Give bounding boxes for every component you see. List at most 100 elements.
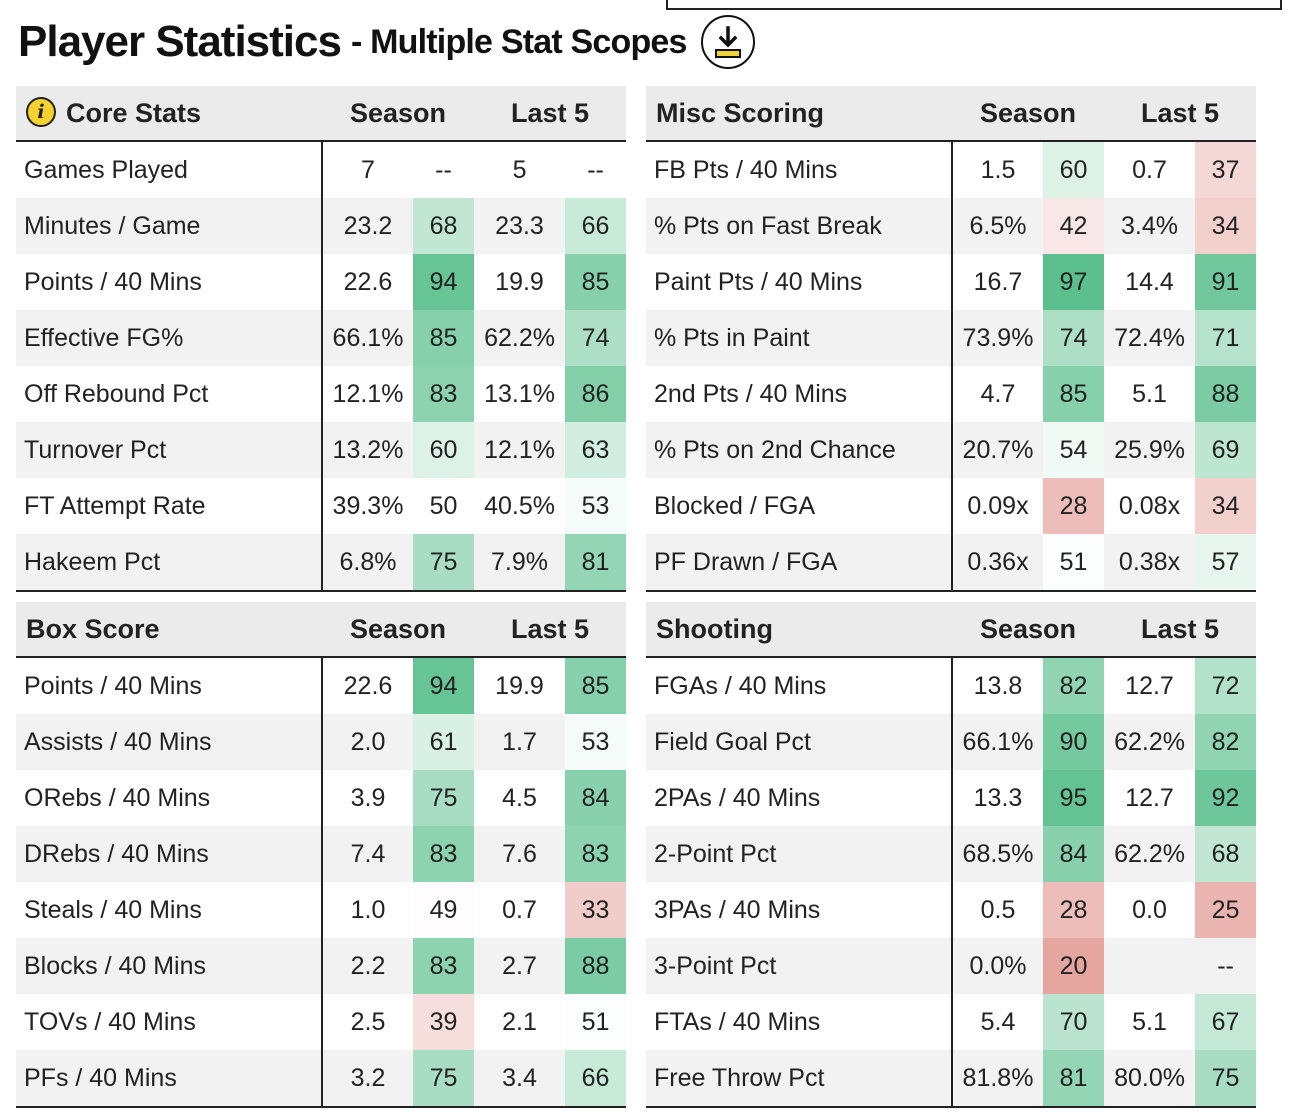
last5-value: 25.9% <box>1104 422 1196 478</box>
table-row: FTAs / 40 Mins 5.4 70 5.1 67 <box>646 994 1257 1050</box>
last5-value <box>1104 938 1196 994</box>
shooting-table: Shooting Season Last 5 FGAs / 40 Mins 13.… <box>646 602 1257 1108</box>
last5-header[interactable]: Last 5 <box>1104 602 1257 658</box>
season-header[interactable]: Season <box>322 602 475 658</box>
last5-percentile: 88 <box>1195 366 1257 422</box>
season-value: 5.4 <box>951 994 1043 1050</box>
table-row: Free Throw Pct 81.8% 81 80.0% 75 <box>646 1050 1257 1108</box>
season-percentile: 39 <box>413 994 475 1050</box>
last5-value: 72.4% <box>1104 310 1196 366</box>
season-value: 16.7 <box>951 254 1043 310</box>
last5-header[interactable]: Last 5 <box>1104 86 1257 142</box>
last5-percentile: 91 <box>1195 254 1257 310</box>
season-value: 3.2 <box>321 1050 413 1108</box>
season-header[interactable]: Season <box>952 602 1105 658</box>
season-percentile: 49 <box>413 882 475 938</box>
stat-label: 2nd Pts / 40 Mins <box>654 379 848 408</box>
last5-value: 19.9 <box>495 671 544 700</box>
stat-label: PF Drawn / FGA <box>646 534 952 592</box>
last5-header[interactable]: Last 5 <box>474 602 627 658</box>
table-header: i Core Stats Season Last 5 <box>16 86 627 142</box>
last5-value: 19.9 <box>495 267 544 296</box>
table-row: 2-Point Pct 68.5% 84 62.2% 68 <box>646 826 1257 882</box>
season-percentile: 51 <box>1043 534 1105 592</box>
stat-label: Games Played <box>24 155 188 184</box>
info-icon[interactable]: i <box>26 97 56 128</box>
table-row: Points / 40 Mins 22.6 94 19.9 85 <box>16 254 627 310</box>
last5-header[interactable]: Last 5 <box>474 86 627 142</box>
table-header: Box Score Season Last 5 <box>16 602 627 658</box>
season-percentile: 81 <box>1043 1050 1105 1108</box>
stat-label: Points / 40 Mins <box>24 671 202 700</box>
season-percentile: 50 <box>413 478 475 534</box>
season-value: 6.8% <box>321 534 413 592</box>
stat-label: % Pts on 2nd Chance <box>646 422 952 478</box>
page-title: Player Statistics <box>18 17 342 66</box>
stat-label: ORebs / 40 Mins <box>24 783 211 812</box>
last5-value: 3.4% <box>1104 198 1196 254</box>
table-row: 2PAs / 40 Mins 13.3 95 12.7 92 <box>646 770 1257 826</box>
stat-label: % Pts on Fast Break <box>646 198 952 254</box>
season-value: 7 <box>321 141 413 198</box>
category-header: Misc Scoring <box>646 86 952 142</box>
table-row: 3PAs / 40 Mins 0.5 28 0.0 25 <box>646 882 1257 938</box>
last5-percentile: 67 <box>1195 994 1257 1050</box>
stat-label: PFs / 40 Mins <box>16 1050 322 1108</box>
stat-label: 3-Point Pct <box>646 938 952 994</box>
last5-percentile: -- <box>587 155 604 184</box>
season-percentile: 83 <box>413 366 475 422</box>
last5-percentile: 66 <box>565 198 627 254</box>
season-value: 1.0 <box>321 882 413 938</box>
season-percentile: 97 <box>1043 254 1105 310</box>
season-value: 81.8% <box>951 1050 1043 1108</box>
last5-percentile: 85 <box>565 254 627 310</box>
last5-value: 80.0% <box>1104 1050 1196 1108</box>
season-value: 0.5 <box>951 882 1043 938</box>
last5-percentile: 71 <box>1195 310 1257 366</box>
season-value: 68.5% <box>951 826 1043 882</box>
last5-value: 2.7 <box>474 938 566 994</box>
last5-percentile: 74 <box>565 310 627 366</box>
stat-label: FTAs / 40 Mins <box>654 1007 821 1036</box>
table-header: Misc Scoring Season Last 5 <box>646 86 1257 142</box>
stat-label: 2-Point Pct <box>646 826 952 882</box>
season-percentile: 75 <box>413 534 475 592</box>
last5-percentile: 92 <box>1195 770 1257 826</box>
season-percentile: 85 <box>1043 366 1105 422</box>
season-percentile: 85 <box>413 310 475 366</box>
season-header[interactable]: Season <box>952 86 1105 142</box>
last5-value: 12.1% <box>474 422 566 478</box>
season-value: 0.36x <box>951 534 1043 592</box>
last5-value: 0.7 <box>1132 155 1167 184</box>
season-value: 3.9 <box>321 770 413 826</box>
stat-label: 3PAs / 40 Mins <box>654 895 821 924</box>
stat-label: Minutes / Game <box>16 198 322 254</box>
season-percentile: 94 <box>413 254 475 310</box>
stat-label: Turnover Pct <box>16 422 322 478</box>
download-button[interactable] <box>700 15 755 69</box>
season-value: 13.3 <box>951 770 1043 826</box>
season-value: 2.5 <box>321 994 413 1050</box>
last5-percentile: 51 <box>565 994 627 1050</box>
season-percentile: 75 <box>413 770 475 826</box>
season-percentile: 83 <box>413 826 475 882</box>
season-percentile: 95 <box>1043 770 1105 826</box>
last5-percentile: 84 <box>565 770 627 826</box>
page-subtitle: - Multiple Stat Scopes <box>350 22 687 61</box>
last5-percentile: 33 <box>565 882 627 938</box>
stat-label: Steals / 40 Mins <box>24 895 202 924</box>
core-stats-table: i Core Stats Season Last 5 Games Played 7 -… <box>16 86 627 592</box>
last5-value: 12.7 <box>1125 671 1174 700</box>
last5-value: 12.7 <box>1125 783 1174 812</box>
season-percentile: 74 <box>1043 310 1105 366</box>
season-header[interactable]: Season <box>322 86 475 142</box>
stat-label: FT Attempt Rate <box>24 491 206 520</box>
stat-label: Assists / 40 Mins <box>16 714 322 770</box>
season-value: 2.0 <box>321 714 413 770</box>
last5-percentile: 69 <box>1195 422 1257 478</box>
last5-value: 0.0 <box>1132 895 1167 924</box>
last5-value: 62.2% <box>1104 826 1196 882</box>
stat-label: Points / 40 Mins <box>24 267 202 296</box>
stat-label: Free Throw Pct <box>646 1050 952 1108</box>
season-percentile: 20 <box>1043 938 1105 994</box>
